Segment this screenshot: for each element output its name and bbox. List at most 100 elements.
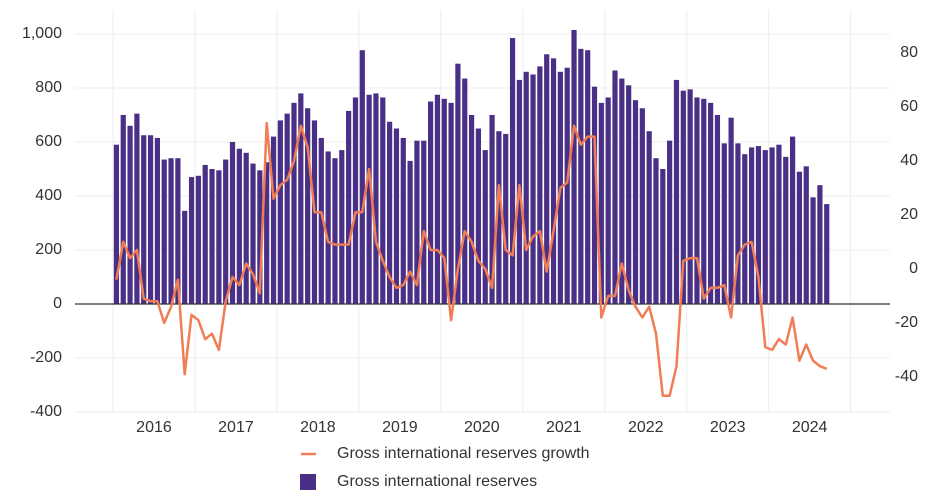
bar: [789, 136, 796, 304]
bar: [257, 170, 263, 304]
bar: [585, 50, 591, 305]
bar: [762, 150, 768, 304]
y2-tick-label: 80: [900, 44, 918, 61]
x-tick-label: 2018: [300, 419, 336, 436]
bar: [209, 169, 215, 304]
bar: [427, 101, 434, 304]
bar: [216, 170, 222, 304]
bar: [346, 110, 352, 304]
bar: [803, 166, 809, 304]
y2-tick-label: 40: [900, 152, 918, 169]
bar: [694, 97, 700, 304]
bar: [653, 158, 659, 304]
bar: [742, 154, 748, 304]
bar: [564, 67, 570, 304]
bar: [134, 113, 140, 305]
bar: [578, 48, 584, 304]
bar: [407, 160, 413, 304]
bar: [468, 115, 475, 304]
y-tick-label: -400: [30, 403, 62, 420]
bar: [332, 158, 338, 304]
bar: [714, 115, 721, 304]
bar: [434, 94, 441, 304]
bar: [550, 58, 557, 304]
bar: [195, 175, 201, 304]
bar: [141, 135, 147, 304]
bar: [414, 140, 420, 304]
bar: [168, 158, 174, 304]
bar: [639, 108, 645, 304]
bar: [366, 94, 372, 304]
bar: [387, 121, 393, 304]
bar: [482, 150, 488, 304]
x-tick-label: 2016: [136, 419, 172, 436]
bar: [188, 177, 195, 304]
bar: [475, 128, 482, 304]
y-tick-label: -200: [30, 349, 62, 366]
bar: [298, 93, 304, 305]
y2-tick-label: 20: [900, 206, 918, 223]
bar: [161, 159, 167, 304]
x-tick-label: 2017: [218, 419, 254, 436]
y-tick-label: 800: [35, 79, 62, 96]
bar: [489, 115, 495, 304]
bar: [154, 137, 160, 304]
bar: [721, 143, 727, 304]
bar: [223, 159, 229, 304]
bar: [305, 108, 311, 304]
y-tick-label: 200: [35, 241, 62, 258]
bar: [660, 169, 666, 304]
x-tick-label: 2024: [792, 419, 828, 436]
legend-label: Gross international reserves: [337, 473, 537, 490]
x-tick-label: 2020: [464, 419, 500, 436]
bar: [755, 146, 762, 304]
bar: [598, 102, 604, 304]
bar: [646, 131, 652, 304]
bar: [339, 150, 345, 304]
bar: [455, 63, 461, 305]
bar: [291, 102, 297, 304]
bar: [619, 78, 625, 304]
y-tick-label: 400: [35, 187, 62, 204]
bar: [728, 117, 734, 304]
bar: [393, 128, 400, 304]
bar: [509, 38, 516, 305]
bar: [373, 93, 379, 305]
x-tick-label: 2021: [546, 419, 582, 436]
bar: [113, 144, 120, 304]
bar: [448, 102, 454, 304]
bar: [352, 97, 359, 304]
bar: [571, 29, 577, 304]
bar: [796, 171, 803, 304]
x-tick-label: 2023: [710, 419, 746, 436]
bar: [503, 133, 509, 304]
x-tick-label: 2019: [382, 419, 418, 436]
bar: [318, 137, 324, 304]
bar: [612, 70, 618, 304]
bar: [147, 135, 154, 304]
y2-tick-label: -40: [895, 368, 918, 385]
bar: [817, 185, 823, 304]
bar: [824, 204, 830, 304]
bar: [776, 144, 782, 304]
bar: [277, 120, 283, 305]
bar: [325, 151, 331, 304]
bar: [441, 98, 447, 304]
y-tick-label: 1,000: [22, 25, 62, 42]
bar: [421, 140, 427, 304]
y2-tick-label: 60: [900, 98, 918, 115]
bar: [632, 100, 639, 305]
bar: [400, 137, 406, 304]
bar: [496, 131, 502, 304]
y-tick-label: 0: [53, 295, 62, 312]
bar: [680, 90, 686, 304]
bar: [380, 97, 386, 304]
bar: [182, 210, 188, 304]
bar: [537, 66, 543, 305]
bar: [250, 163, 256, 304]
bar: [523, 71, 529, 304]
bar: [673, 79, 680, 305]
bar: [236, 148, 242, 304]
bar: [735, 143, 741, 304]
